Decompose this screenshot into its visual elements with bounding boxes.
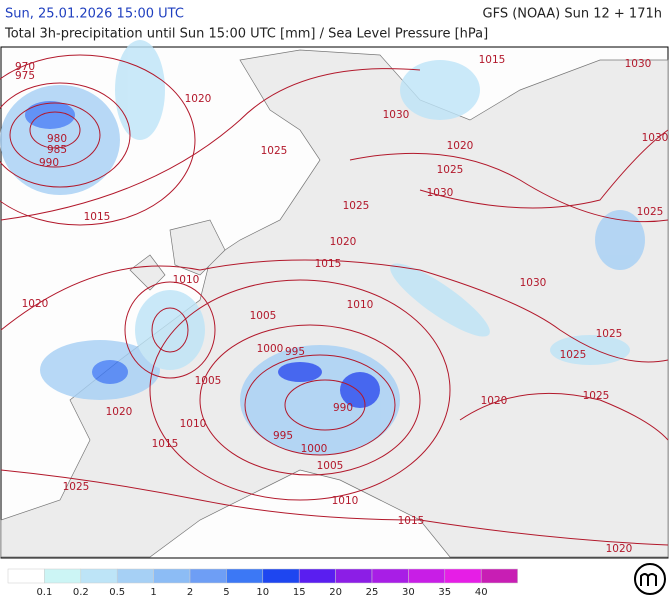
isobar-label: 1000 — [301, 443, 328, 455]
isobar-label: 1015 — [152, 438, 179, 450]
legend-swatch — [7, 568, 45, 584]
isobar-label: 1025 — [560, 349, 587, 361]
isobar-label: 1010 — [347, 299, 374, 311]
legend-swatch — [408, 568, 446, 584]
legend-swatch — [226, 568, 264, 584]
legend-label: 1 — [150, 587, 156, 598]
legend-label: 10 — [256, 587, 269, 598]
legend-label: 2 — [187, 587, 193, 598]
isobar-label: 1030 — [642, 132, 669, 144]
legend-label: 0.1 — [36, 587, 52, 598]
isobar-label: 1025 — [261, 145, 288, 157]
legend-swatch — [44, 568, 82, 584]
isobar-label: 1025 — [596, 328, 623, 340]
legend-label: 0.5 — [109, 587, 125, 598]
legend-label: 15 — [293, 587, 306, 598]
legend-swatch — [335, 568, 373, 584]
isobar-label: 1025 — [437, 164, 464, 176]
legend: 0.1 0.2 0.5 1 2 5 10 15 20 25 30 35 40 — [7, 568, 518, 598]
legend-swatch — [189, 568, 227, 584]
isobar-label: 1005 — [195, 375, 222, 387]
isobar-label: 1020 — [447, 140, 474, 152]
map-subtitle: Total 3h-precipitation until Sun 15:00 U… — [4, 27, 488, 42]
isobar-label: 1010 — [180, 418, 207, 430]
model-run: GFS (NOAA) Sun 12 + 171h — [483, 7, 662, 22]
isobar-label: 1015 — [398, 515, 425, 527]
legend-label: 0.2 — [73, 587, 89, 598]
isobar-label: 1025 — [63, 481, 90, 493]
isobar-label: 1005 — [317, 460, 344, 472]
isobar-label: 1020 — [606, 543, 633, 555]
legend-swatch — [480, 568, 518, 584]
legend-swatch — [116, 568, 154, 584]
precipitation — [0, 40, 645, 455]
isobar-label: 1015 — [315, 258, 342, 270]
isobar-label: 1010 — [332, 495, 359, 507]
legend-swatch — [298, 568, 336, 584]
isobar-label: 1030 — [625, 58, 652, 70]
legend-label: 30 — [402, 587, 415, 598]
isobar-label: 1020 — [106, 406, 133, 418]
legend-swatch — [153, 568, 191, 584]
isobar-label: 1020 — [481, 395, 508, 407]
isobar-label: 1025 — [343, 200, 370, 212]
isobar-label: 1020 — [185, 93, 212, 105]
isobar-label: 1025 — [583, 390, 610, 402]
isobar-label: 1025 — [637, 206, 664, 218]
isobar-label: 1015 — [84, 211, 111, 223]
legend-swatch — [80, 568, 118, 584]
legend-label: 35 — [438, 587, 451, 598]
legend-swatch — [262, 568, 300, 584]
isobar-label: 1030 — [427, 187, 454, 199]
isobar-label: 1020 — [22, 298, 49, 310]
isobar-label: 970 — [15, 61, 35, 73]
isobar-label: 995 — [273, 430, 293, 442]
isobar-label: 1005 — [250, 310, 277, 322]
legend-label: 40 — [475, 587, 488, 598]
legend-label: 5 — [223, 587, 229, 598]
logo — [634, 563, 666, 595]
legend-swatch — [371, 568, 409, 584]
isobar-label: 1020 — [330, 236, 357, 248]
isobar-label: 985 — [47, 144, 67, 156]
isobar-label: 1010 — [173, 274, 200, 286]
legend-label: 25 — [366, 587, 379, 598]
legend-swatch — [444, 568, 482, 584]
valid-time: Sun, 25.01.2026 15:00 UTC — [5, 7, 184, 22]
isobar-label: 990 — [333, 402, 353, 414]
isobar-label: 980 — [47, 133, 67, 145]
land — [0, 49, 669, 558]
isobar-label: 1000 — [257, 343, 284, 355]
isobars — [0, 54, 669, 546]
isobar-label: 990 — [39, 157, 59, 169]
isobar-label: 1030 — [520, 277, 547, 289]
legend-label: 20 — [329, 587, 342, 598]
isobar-label: 1030 — [383, 109, 410, 121]
isobar-label: 995 — [285, 346, 305, 358]
isobar-label: 975 — [15, 70, 35, 82]
isobar-label: 1015 — [479, 54, 506, 66]
